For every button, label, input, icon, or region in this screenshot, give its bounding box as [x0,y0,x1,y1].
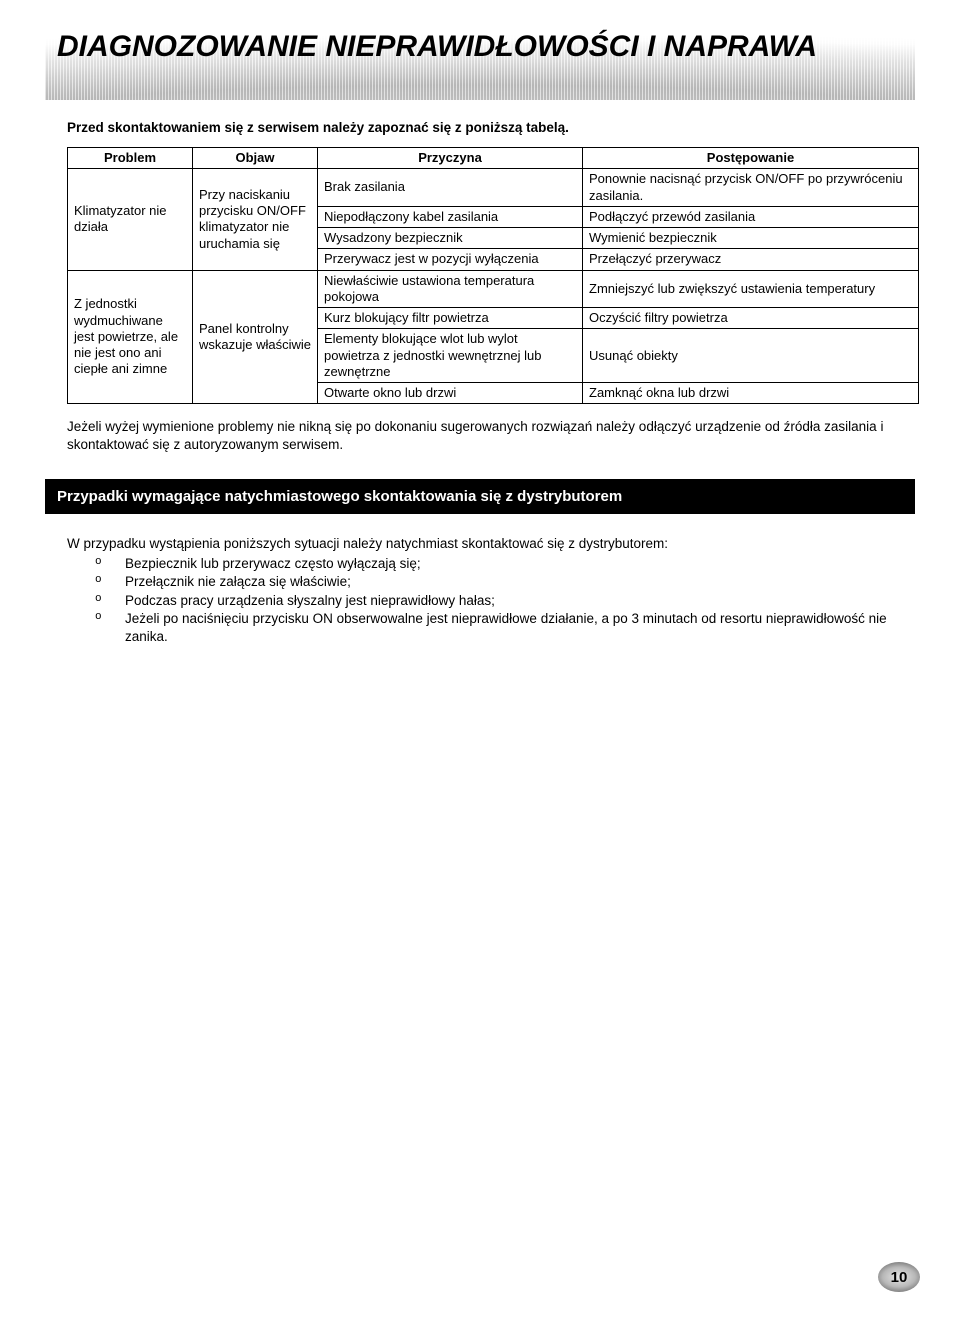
cell-action: Zamknąć okna lub drzwi [583,383,919,404]
cell-problem: Z jednostki wydmuchiwane jest powietrze,… [68,270,193,404]
title-banner: DIAGNOZOWANIE NIEPRAWIDŁOWOŚCI I NAPRAWA [45,22,915,100]
cell-action: Wymienić bezpiecznik [583,228,919,249]
cell-cause: Wysadzony bezpiecznik [318,228,583,249]
page-title: DIAGNOZOWANIE NIEPRAWIDŁOWOŚCI I NAPRAWA [45,22,915,64]
cases-list: Bezpiecznik lub przerywacz często wyłącz… [95,555,893,646]
cell-cause: Elementy blokujące wlot lub wylot powiet… [318,329,583,383]
page-number-badge: 10 [878,1262,920,1292]
list-item: Jeżeli po naciśnięciu przycisku ON obser… [95,610,893,645]
cell-action: Ponownie nacisnąć przycisk ON/OFF po prz… [583,169,919,207]
table-row: Klimatyzator nie działa Przy naciskaniu … [68,169,919,207]
cell-objaw: Panel kontrolny wskazuje właściwie [193,270,318,404]
th-przyczyna: Przyczyna [318,148,583,169]
table-row: Z jednostki wydmuchiwane jest powietrze,… [68,270,919,308]
intro-text: Przed skontaktowaniem się z serwisem nal… [67,120,915,135]
cell-action: Oczyścić filtry powietrza [583,308,919,329]
cell-action: Zmniejszyć lub zwiększyć ustawienia temp… [583,270,919,308]
cell-cause: Niewłaściwie ustawiona temperatura pokoj… [318,270,583,308]
list-item: Bezpiecznik lub przerywacz często wyłącz… [95,555,893,573]
cell-action: Usunąć obiekty [583,329,919,383]
cell-cause: Otwarte okno lub drzwi [318,383,583,404]
cell-objaw: Przy naciskaniu przycisku ON/OFF klimaty… [193,169,318,270]
th-objaw: Objaw [193,148,318,169]
cell-problem: Klimatyzator nie działa [68,169,193,270]
list-item: Przełącznik nie załącza się właściwie; [95,573,893,591]
th-problem: Problem [68,148,193,169]
list-item: Podczas pracy urządzenia słyszalny jest … [95,592,893,610]
cell-cause: Przerywacz jest w pozycji wyłączenia [318,249,583,270]
th-post: Postępowanie [583,148,919,169]
troubleshoot-table: Problem Objaw Przyczyna Postępowanie Kli… [67,147,919,404]
cell-cause: Kurz blokujący filtr powietrza [318,308,583,329]
cell-cause: Brak zasilania [318,169,583,207]
cell-cause: Niepodłączony kabel zasilania [318,206,583,227]
page-number: 10 [891,1269,908,1286]
table-header-row: Problem Objaw Przyczyna Postępowanie [68,148,919,169]
cases-intro-text: W przypadku wystąpienia poniższych sytua… [67,536,893,551]
after-table-text: Jeżeli wyżej wymienione problemy nie nik… [67,418,893,453]
section-heading-bar: Przypadki wymagające natychmiastowego sk… [45,479,915,514]
cell-action: Podłączyć przewód zasilania [583,206,919,227]
cell-action: Przełączyć przerywacz [583,249,919,270]
